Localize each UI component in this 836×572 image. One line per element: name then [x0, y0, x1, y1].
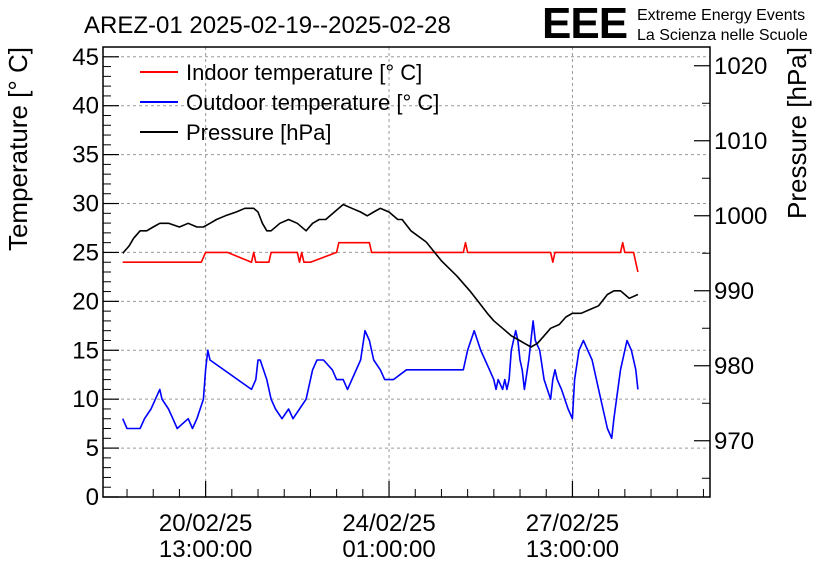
y-tick-label: 15 [72, 337, 99, 364]
series-line-indoor-temperature [122, 241, 639, 273]
x-tick-label-time: 13:00:00 [526, 536, 619, 563]
y-tick-label: 0 [86, 484, 99, 511]
y-tick-label: 10 [72, 386, 99, 413]
legend: Indoor temperature [° C] Outdoor tempera… [140, 60, 439, 145]
x-tick-label-date: 24/02/25 [342, 510, 435, 537]
y-tick-label: 5 [86, 435, 99, 462]
legend-label-pressure: Pressure [hPa] [186, 120, 332, 145]
axes: 0 5 10 15 20 25 30 35 40 45 970 980 990 1000 1010 1020 2… [72, 44, 767, 563]
y2-tick-label: 980 [714, 353, 754, 380]
y2-tick-label: 970 [714, 428, 754, 455]
y-tick-label: 45 [72, 44, 99, 71]
logo-line-2: La Scienza nelle Scuole [637, 27, 808, 44]
logo-line-1: Extreme Energy Events [637, 7, 805, 24]
chart-title: AREZ-01 2025-02-19--2025-02-28 [84, 12, 451, 39]
legend-label-outdoor: Outdoor temperature [° C] [186, 90, 439, 115]
x-tick-label-time: 01:00:00 [342, 536, 435, 563]
y2-tick-label: 990 [714, 278, 754, 305]
y-tick-label: 40 [72, 93, 99, 120]
series-line-pressure [122, 203, 639, 348]
y-tick-label: 20 [72, 288, 99, 315]
x-tick-label-date: 27/02/25 [526, 510, 619, 537]
y-tick-label: 35 [72, 142, 99, 169]
series-layer [121, 203, 639, 440]
x-tick-label-date: 20/02/25 [159, 510, 252, 537]
y-tick-label: 30 [72, 191, 99, 218]
legend-label-indoor: Indoor temperature [° C] [186, 60, 422, 85]
y2-tick-label: 1020 [714, 53, 767, 80]
y2-tick-label: 1010 [714, 128, 767, 155]
logo-mark: EEE [542, 0, 627, 48]
y-axis-title: Temperature [° C] [3, 47, 33, 251]
series-line-outdoor-temperature [121, 320, 639, 440]
y2-tick-label: 1000 [714, 203, 767, 230]
y2-axis-title: Pressure [hPa] [782, 47, 812, 219]
x-tick-label-time: 13:00:00 [159, 536, 252, 563]
y-tick-label: 25 [72, 239, 99, 266]
